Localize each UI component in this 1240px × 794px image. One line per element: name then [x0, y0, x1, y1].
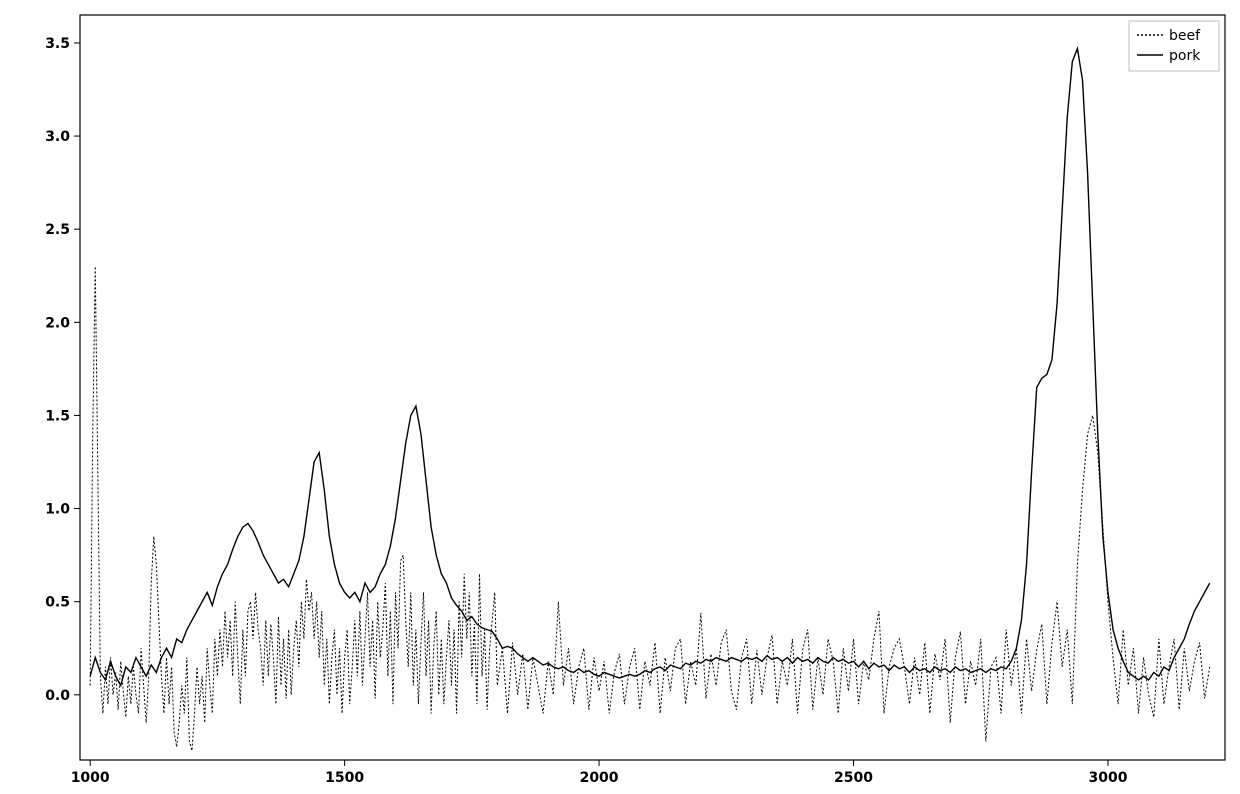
plot-area: [90, 49, 1210, 751]
legend-label: beef: [1169, 28, 1201, 44]
legend-label: pork: [1169, 48, 1201, 64]
x-tick-label: 2000: [580, 770, 619, 786]
y-tick-label: 3.5: [45, 36, 70, 52]
y-tick-label: 1.0: [45, 502, 70, 518]
y-tick-label: 0.5: [45, 595, 70, 611]
x-tick-label: 2500: [834, 770, 873, 786]
series-pork: [90, 49, 1210, 686]
legend: beef pork: [1129, 21, 1219, 71]
y-tick-label: 1.5: [45, 408, 70, 424]
x-tick-label: 1000: [71, 770, 110, 786]
y-tick-label: 3.0: [45, 129, 70, 145]
y-tick-label: 2.5: [45, 222, 70, 238]
series-beef: [90, 266, 1210, 750]
line-chart: 1000 1500 2000 2500 3000 0.0 0.5 1.0 1.5 2.0 2.5 3.…: [0, 0, 1240, 794]
y-tick-label: 2.0: [45, 315, 70, 331]
chart-container: 1000 1500 2000 2500 3000 0.0 0.5 1.0 1.5 2.0 2.5 3.…: [0, 0, 1240, 794]
plot-border: [80, 15, 1225, 760]
x-tick-label: 3000: [1088, 770, 1127, 786]
x-tick-label: 1500: [325, 770, 364, 786]
y-tick-label: 0.0: [45, 688, 70, 704]
